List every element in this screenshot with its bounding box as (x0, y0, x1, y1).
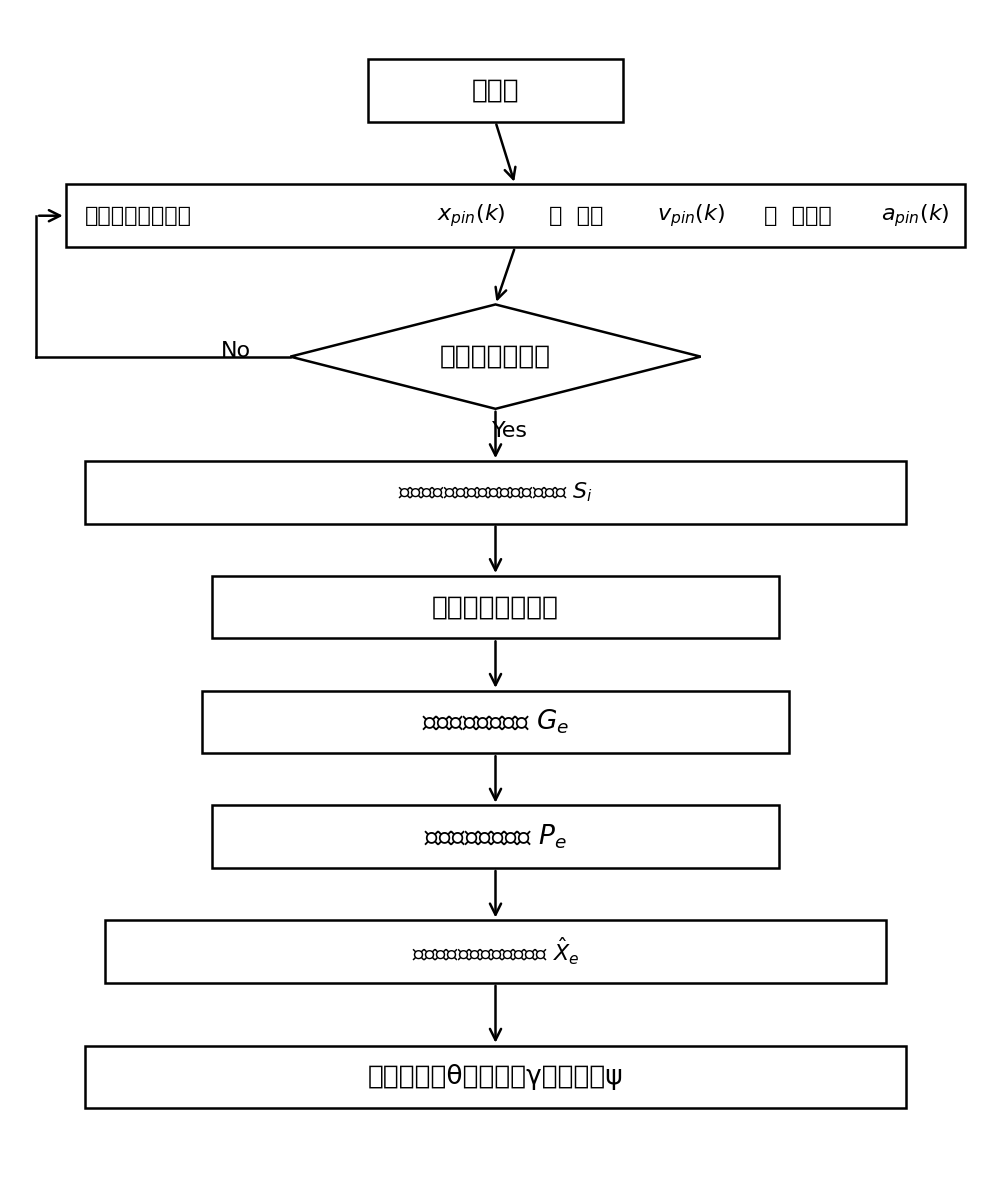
Bar (65, 185, 964, 247)
Text: Yes: Yes (493, 421, 528, 441)
Text: No: No (221, 342, 252, 362)
Text: $v_{pin}(k)$: $v_{pin}(k)$ (657, 202, 724, 230)
Text: 初始化: 初始化 (472, 77, 519, 103)
Bar (212, 806, 779, 868)
Text: 转换到载体坐标系: 转换到载体坐标系 (432, 594, 559, 620)
Bar (369, 59, 622, 122)
Text: 输出俯仰角θ、横滚角γ、航向角ψ: 输出俯仰角θ、横滚角γ、航向角ψ (368, 1064, 623, 1090)
Text: 、  加速度: 、 加速度 (764, 206, 832, 226)
Text: 、  速度: 、 速度 (549, 206, 604, 226)
Text: 构建主监测站与其它监测站的基线 $S_i$: 构建主监测站与其它监测站的基线 $S_i$ (398, 480, 593, 504)
Text: 最小二乘法姿态改正数估计 $\hat{X}_e$: 最小二乘法姿态改正数估计 $\hat{X}_e$ (412, 936, 579, 968)
Bar (212, 576, 779, 639)
Polygon shape (290, 304, 701, 409)
Text: $x_{pin}(k)$: $x_{pin}(k)$ (437, 202, 505, 230)
Text: 构建姿态系数矩阵 $G_e$: 构建姿态系数矩阵 $G_e$ (422, 707, 569, 736)
Text: 解算基线对应权阵 $P_e$: 解算基线对应权阵 $P_e$ (424, 822, 567, 851)
Text: 监测站时间同步: 监测站时间同步 (440, 343, 551, 369)
Bar (105, 920, 886, 983)
Bar (85, 1046, 906, 1108)
Text: $a_{pin}(k)$: $a_{pin}(k)$ (881, 202, 950, 230)
Bar (85, 461, 906, 524)
Text: 提取平滑后的位置: 提取平滑后的位置 (85, 206, 192, 226)
Bar (202, 691, 789, 754)
